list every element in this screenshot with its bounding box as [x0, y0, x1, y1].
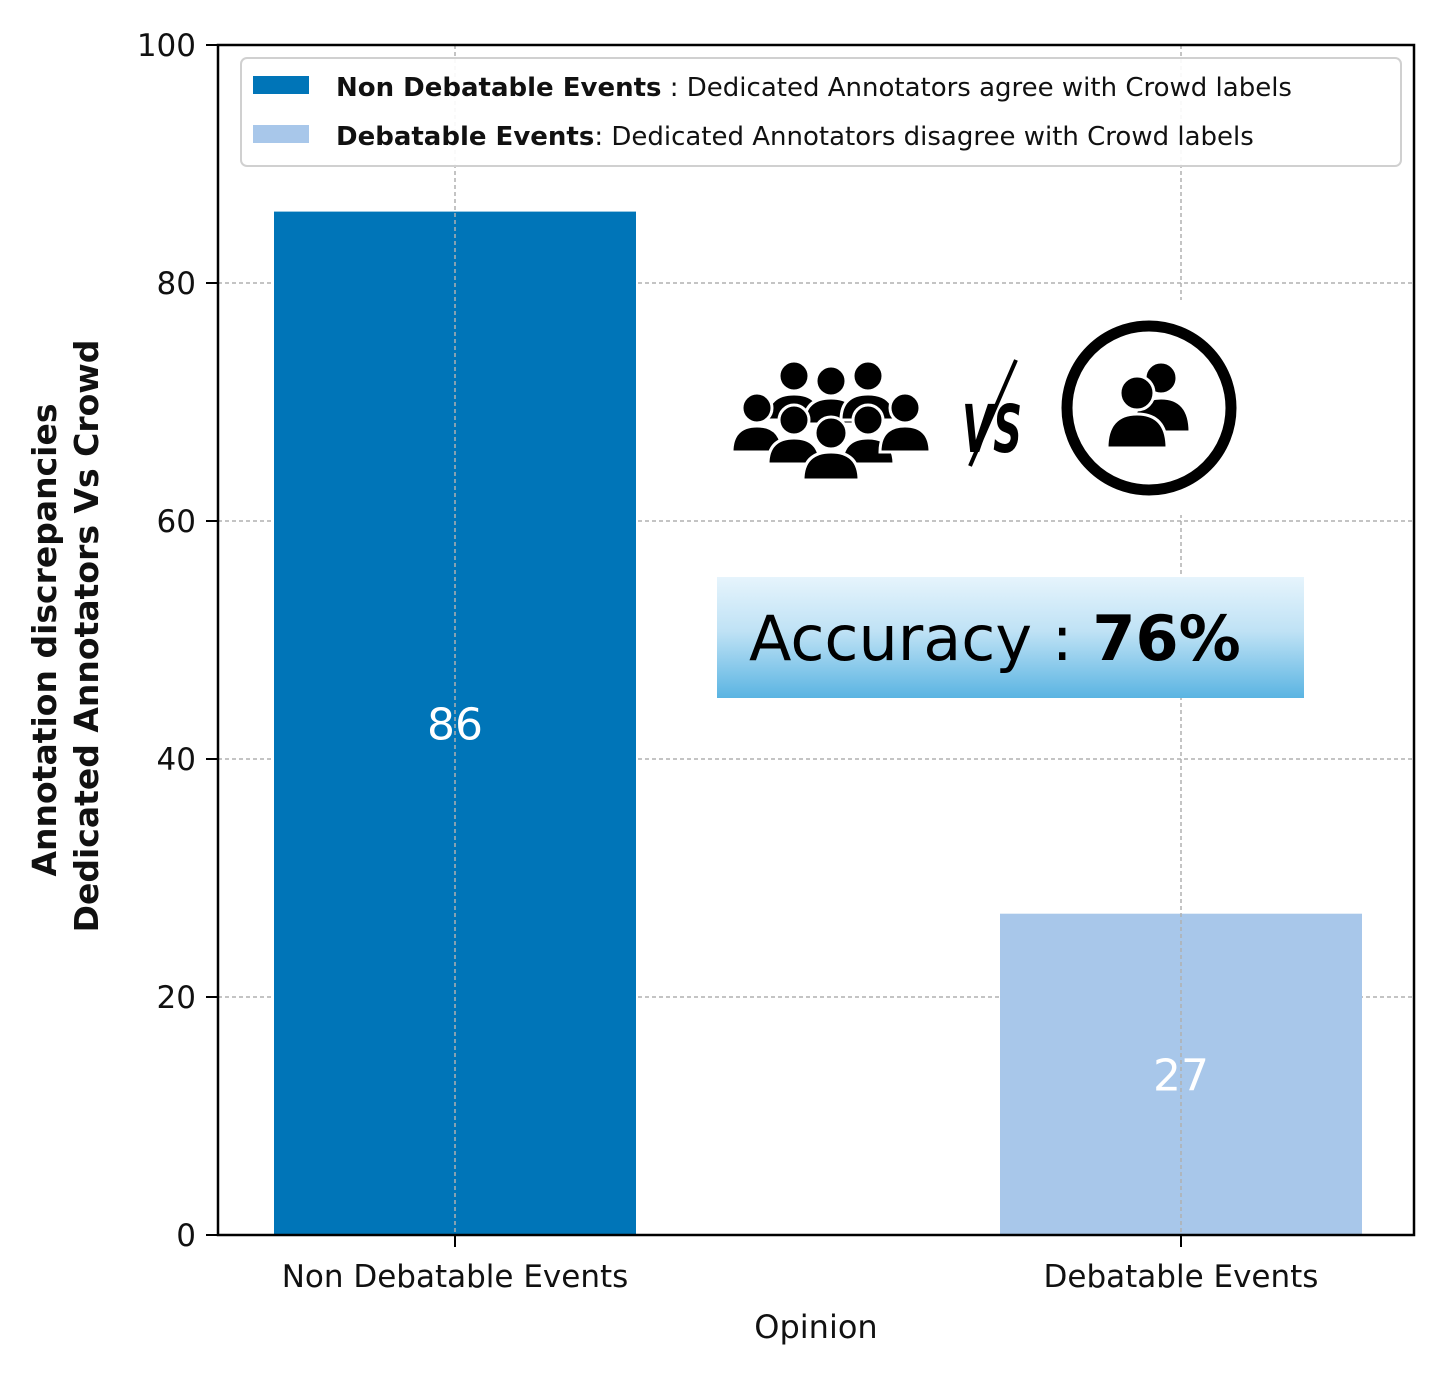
y-tick-label-40: 40: [157, 742, 196, 778]
legend-swatch-debatable: [253, 125, 309, 143]
accuracy-box: [717, 577, 1304, 698]
x-tick-label-debatable-events: Debatable Events: [1044, 1259, 1319, 1295]
legend-entry-non-debatable-desc: : Dedicated Annotators agree with Crowd …: [662, 73, 1292, 103]
x-tick-label-non-debatable-events: Non Debatable Events: [282, 1259, 629, 1295]
accuracy-value: 76%: [1092, 602, 1240, 675]
y-axis-title-line-1: Annotation discrepancies: [25, 403, 64, 876]
legend-entry-debatable: Debatable Events: Dedicated Annotators d…: [336, 122, 1254, 152]
y-tick-label-20: 20: [157, 980, 196, 1016]
plot-frame: [216, 43, 1416, 1237]
vs-text: VS: [962, 391, 1022, 468]
vs-icon: VS: [962, 359, 1022, 468]
legend-entry-debatable-desc: : Dedicated Annotators disagree with Cro…: [594, 122, 1253, 152]
accuracy-text: Accuracy : 76%: [749, 602, 1241, 675]
legend-entry-non-debatable: Non Debatable Events : Dedicated Annotat…: [336, 73, 1292, 103]
y-axis-title-line-2: Dedicated Annotators Vs Crowd: [67, 340, 106, 933]
dedicated-annotators-ring: [1061, 320, 1237, 496]
y-tick-label-60: 60: [157, 504, 196, 540]
legend-box: [240, 57, 1402, 167]
legend-swatch-non-debatable: [253, 76, 309, 94]
y-tick-label-100: 100: [137, 28, 196, 64]
comparison-inset: VS Accuracy : 76%: [708, 300, 1328, 698]
accuracy-label: Accuracy :: [749, 602, 1092, 675]
vs-slash: [968, 359, 1018, 467]
axis-ticks: 0 20 40 60 80 100 Non Debatable Events Debatabl…: [137, 28, 1319, 1295]
crowd-icon: [730, 359, 932, 482]
y-tick-label-80: 80: [157, 266, 196, 302]
y-tick-label-0: 0: [176, 1218, 196, 1254]
legend-entry-debatable-title: Debatable Events: [336, 122, 594, 152]
legend-entry-non-debatable-title: Non Debatable Events: [336, 73, 662, 103]
legend: Non Debatable Events : Dedicated Annotat…: [240, 57, 1402, 167]
dedicated-annotators-icon: [1061, 320, 1237, 496]
x-axis-title: Opinion: [754, 1308, 877, 1346]
